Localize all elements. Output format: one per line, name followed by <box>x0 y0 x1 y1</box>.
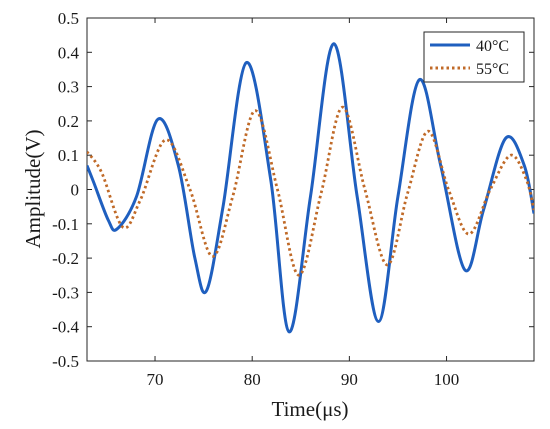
series-layer <box>87 42 534 334</box>
x-tick-label: 70 <box>147 370 164 389</box>
y-tick-label: 0.2 <box>58 112 79 131</box>
legend-label-55c: 55°C <box>476 61 509 78</box>
y-tick-label: 0 <box>71 181 80 200</box>
y-tick-label: -0.4 <box>52 318 79 337</box>
x-tick-labels: 70 80 90 100 <box>147 370 460 389</box>
x-tick-label: 80 <box>244 370 261 389</box>
x-axis-title: Time(μs) <box>272 397 349 421</box>
y-tick-label: 0.3 <box>58 78 79 97</box>
x-tick-label: 90 <box>341 370 358 389</box>
axis-ticks <box>87 17 534 362</box>
legend: 40°C 55°C <box>423 31 525 83</box>
legend-box <box>423 31 525 83</box>
y-axis-title: Amplitude(V) <box>21 130 45 249</box>
y-tick-label: -0.2 <box>52 249 79 268</box>
y-tick-label: -0.5 <box>52 352 79 371</box>
series-line-40c <box>87 42 534 334</box>
y-tick-label: -0.3 <box>52 283 79 302</box>
y-tick-label: 0.4 <box>58 43 80 62</box>
legend-label-40c: 40°C <box>476 38 509 55</box>
y-tick-label: -0.1 <box>52 215 79 234</box>
y-tick-label: 0.1 <box>58 146 79 165</box>
x-tick-label: 100 <box>434 370 460 389</box>
y-tick-labels: -0.5 -0.4 -0.3 -0.2 -0.1 0 0.1 0.2 0.3 0.4 0.5 <box>52 9 79 371</box>
y-tick-label: 0.5 <box>58 9 79 28</box>
